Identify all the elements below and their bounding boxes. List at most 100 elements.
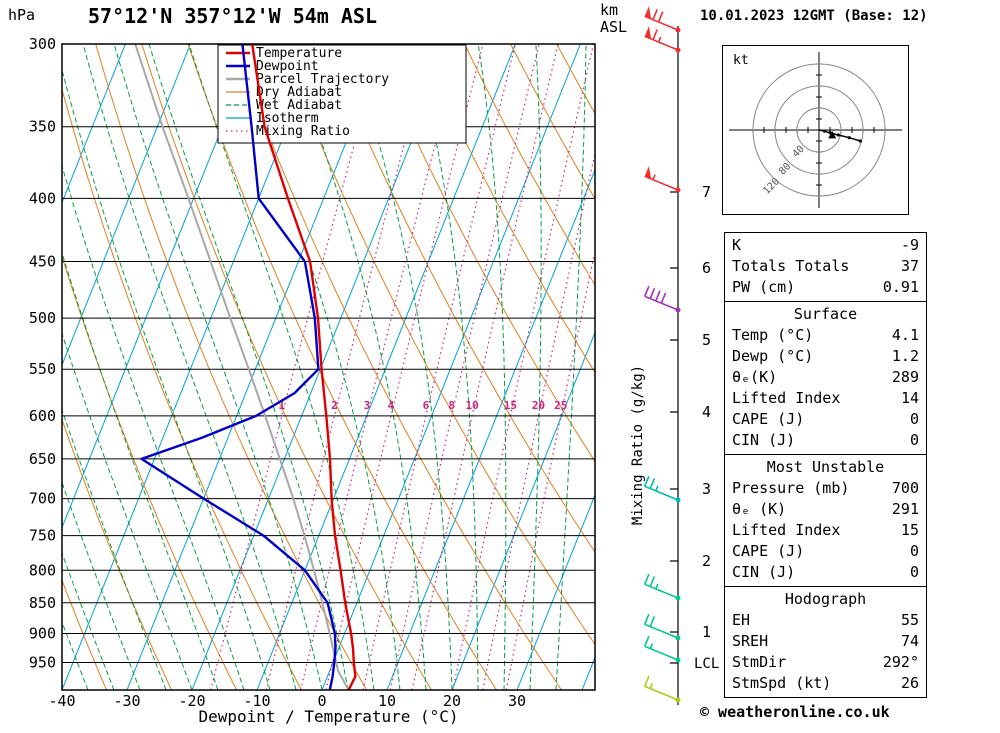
stats-row: Pressure (mb) 700 — [732, 478, 919, 499]
legend-label: Temperature — [256, 46, 342, 61]
copyright: © weatheronline.co.uk — [700, 703, 890, 721]
stats-label: Dewp (°C) — [732, 347, 814, 365]
km-tick-label: 1 — [702, 623, 711, 641]
stats-label: Lifted Index — [732, 389, 841, 407]
legend-label: Mixing Ratio — [256, 124, 350, 139]
pressure-tick-label: 750 — [29, 527, 56, 545]
mixing-ratio-label: 4 — [388, 399, 395, 412]
stats-value: 37 — [900, 257, 919, 275]
stats-value: 291 — [891, 500, 919, 518]
barb-shaft — [644, 623, 679, 639]
stats-label: θₑ (K) — [732, 500, 787, 518]
stats-section-header: Surface — [793, 305, 858, 323]
pressure-tick-label: 450 — [29, 253, 56, 271]
stats-label: SREH — [732, 632, 769, 650]
barb-pennant — [644, 6, 652, 19]
mixing-ratio-label: 20 — [532, 399, 545, 412]
wet-adiabat-line — [62, 164, 245, 690]
temperature-tick-label: 30 — [508, 692, 526, 710]
barb-feather-half — [657, 36, 662, 43]
temperature-tick-label: -10 — [243, 692, 270, 710]
stats-row: θₑ (K) 291 — [732, 499, 919, 520]
hodo-ring — [752, 63, 886, 197]
barb-feather-full — [643, 613, 650, 625]
stats-value: 700 — [891, 479, 919, 497]
wet-adiabat-line — [148, 44, 349, 690]
stats-label: CIN (J) — [732, 563, 796, 581]
stats-row: Lifted Index 14 — [732, 388, 919, 409]
isotherm-line — [256, 44, 516, 690]
pressure-tick-label: 400 — [29, 189, 56, 207]
stats-label: PW (cm) — [732, 278, 796, 296]
pressure-tick-label: 550 — [29, 360, 56, 378]
stats-value: 14 — [900, 389, 919, 407]
pressure-tick-label: 700 — [29, 490, 56, 508]
stats-value: -9 — [900, 236, 919, 254]
temperature-tick-label: -20 — [178, 692, 205, 710]
wind-barb — [644, 26, 681, 53]
stats-row: EH 55 — [732, 610, 919, 631]
stats-value: 0 — [909, 542, 919, 560]
stats-section-header: Most Unstable — [766, 458, 885, 476]
stats-row: StmSpd (kt) 26 — [732, 673, 919, 694]
hodo-ring-label: 120 — [761, 176, 782, 197]
legend-label: Dry Adiabat — [256, 85, 342, 100]
mixing-ratio-label: 6 — [423, 399, 430, 412]
mixing-ratio-label: 2 — [331, 399, 338, 412]
hodo-trace-dot — [836, 133, 840, 137]
wet-adiabat-line — [62, 481, 141, 690]
wind-barb — [643, 675, 681, 703]
skewt-chart: 3003504004505005506006507007508008509009… — [29, 6, 719, 710]
dry-adiabat-line — [62, 578, 107, 690]
series-parcel-trajectory — [134, 44, 350, 690]
barb-shaft — [644, 175, 679, 191]
stats-section: Most Unstable Pressure (mb) 700 θₑ (K) 291 Li… — [725, 454, 926, 586]
stats-value: 26 — [900, 674, 919, 692]
pressure-tick-label: 600 — [29, 407, 56, 425]
barb-feather-half — [649, 683, 654, 689]
mixing-ratio-label: 15 — [504, 399, 517, 412]
pressure-tick-label: 500 — [29, 309, 56, 327]
stats-label: CAPE (J) — [732, 542, 805, 560]
stats-row: Dewp (°C) 1.2 — [732, 346, 919, 367]
barb-feather-full — [649, 288, 656, 299]
isotherm-line — [321, 44, 581, 690]
mixing-ratio-label: 8 — [448, 399, 455, 412]
km-tick-label: 6 — [702, 259, 711, 277]
temperature-tick-label: -40 — [48, 692, 75, 710]
stats-value: 0 — [909, 410, 919, 428]
barb-feather-full — [660, 292, 667, 304]
stats-value: 0.91 — [882, 278, 919, 296]
stats-row: θₑ(K) 289 — [732, 367, 919, 388]
wind-barb — [643, 285, 681, 313]
pressure-tick-label: 650 — [29, 450, 56, 468]
barb-feather-half — [649, 643, 654, 649]
stats-row: Temp (°C) 4.1 — [732, 325, 919, 346]
isotherm-line — [126, 44, 386, 690]
wet-adiabat-line — [413, 44, 479, 690]
stats-label: K — [732, 236, 742, 254]
mixing-ratio-line — [482, 150, 595, 690]
stats-section-header: Hodograph — [784, 590, 867, 608]
barb-feather-full — [655, 290, 661, 302]
barb-feather-half — [655, 485, 659, 492]
stats-value: 15 — [900, 521, 919, 539]
barb-shaft — [644, 583, 679, 599]
wet-adiabat-line — [529, 44, 542, 690]
mixing-ratio-label: 10 — [465, 399, 478, 412]
barb-shaft — [644, 645, 679, 661]
temperature-tick-label: 0 — [317, 692, 326, 710]
legend-label: Isotherm — [256, 111, 319, 126]
isotherm-line — [62, 44, 191, 367]
storm-motion-marker — [828, 130, 837, 139]
isotherm-line — [451, 331, 595, 690]
pressure-axis-unit-label: hPa — [8, 6, 36, 24]
station-title: 57°12'N 357°12'W 54m ASL — [88, 4, 377, 28]
mixing-ratio-line — [505, 248, 595, 690]
stats-label: θₑ(K) — [732, 368, 778, 386]
barb-feather-half — [652, 174, 656, 181]
isotherm-line — [516, 493, 595, 690]
stats-section: Surface Temp (°C) 4.1 Dewp (°C) 1.2 θₑ(K) 289 L… — [725, 301, 926, 454]
